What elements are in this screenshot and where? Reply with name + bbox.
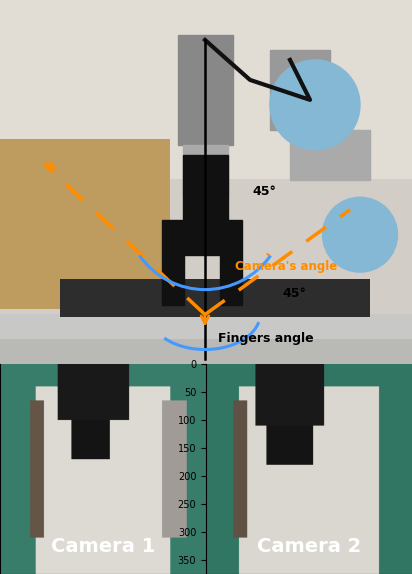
Text: 45°: 45° (252, 185, 276, 197)
Bar (220, 220, 242, 305)
Ellipse shape (323, 197, 398, 272)
Text: Camera 2: Camera 2 (257, 537, 361, 556)
Text: Camera 1: Camera 1 (51, 537, 155, 556)
Text: Camera's angle: Camera's angle (235, 254, 337, 273)
Bar (178, 35, 233, 145)
Bar (183, 155, 228, 255)
Bar (183, 145, 228, 195)
Bar (162, 220, 184, 305)
Bar (270, 50, 330, 130)
Bar (290, 130, 370, 180)
Text: 45°: 45° (282, 286, 306, 300)
Text: Fingers angle: Fingers angle (218, 332, 314, 344)
Ellipse shape (270, 60, 360, 150)
